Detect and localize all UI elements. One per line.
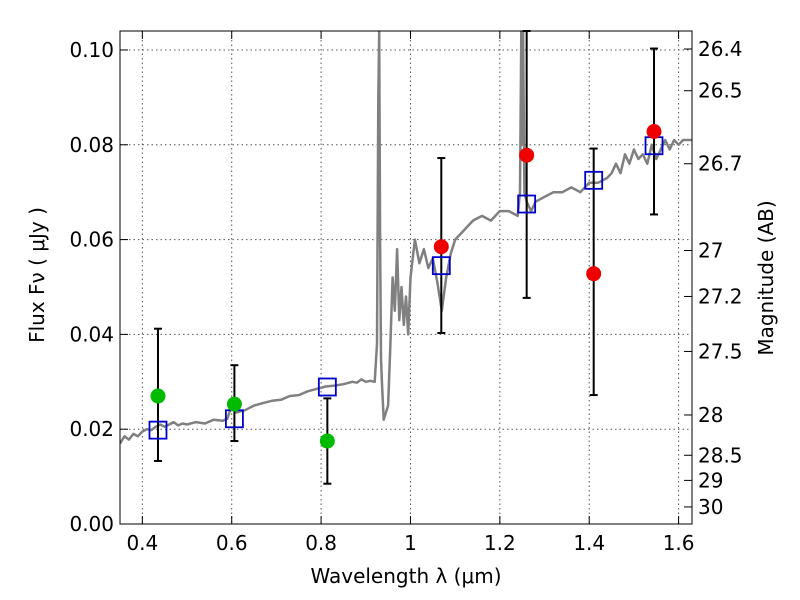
x-tick-label: 0.6 xyxy=(216,531,248,555)
model-band-flux-square xyxy=(431,256,451,276)
x-tick-label: 1.6 xyxy=(663,531,695,555)
grid-layer xyxy=(120,31,692,524)
y-tick-label: 0.02 xyxy=(69,417,114,441)
x-axis-label: Wavelength λ (μm) xyxy=(310,564,501,588)
model-band-flux-square xyxy=(317,377,337,397)
right-tick-label: 28.5 xyxy=(698,443,743,467)
right-tick-label: 27.5 xyxy=(698,339,743,363)
red-flux-point xyxy=(586,266,602,282)
y-tick-label: 0.08 xyxy=(69,133,114,157)
red-flux-point xyxy=(519,147,535,163)
x-tick-label: 1.4 xyxy=(573,531,605,555)
right-tick-label: 27 xyxy=(698,238,723,262)
right-tick-label: 27.2 xyxy=(698,284,743,308)
right-axis-label: Magnitude (AB) xyxy=(754,200,778,355)
right-tick-label: 28 xyxy=(698,403,723,427)
right-tick-label: 26.5 xyxy=(698,79,743,103)
model-spectrum-line xyxy=(120,31,692,445)
y-axis-label: Flux Fν ( μJy ) xyxy=(25,207,49,343)
model-band-flux-square xyxy=(584,170,604,190)
x-tick-label: 1.2 xyxy=(484,531,516,555)
y-tick-label: 0.06 xyxy=(69,228,114,252)
model-band-flux-square xyxy=(148,420,168,440)
x-tick-label: 0.8 xyxy=(305,531,337,555)
observed-flux-points xyxy=(150,123,662,449)
red-flux-point xyxy=(646,123,662,139)
plot-frame xyxy=(119,30,693,525)
y-tick-label: 0.10 xyxy=(69,38,114,62)
green-flux-point xyxy=(226,396,242,412)
x-tick-label: 1 xyxy=(404,531,417,555)
right-tick-label: 26.4 xyxy=(698,37,743,61)
right-tick-label: 29 xyxy=(698,468,723,492)
x-tick-label: 0.4 xyxy=(126,531,158,555)
spectrum-layer xyxy=(120,31,692,445)
green-flux-point xyxy=(150,388,166,404)
right-tick-label: 30 xyxy=(698,495,723,519)
right-tick-label: 26.7 xyxy=(698,152,743,176)
y-tick-label: 0.00 xyxy=(69,512,114,536)
red-flux-point xyxy=(433,239,449,255)
y-tick-label: 0.04 xyxy=(69,322,114,346)
green-flux-point xyxy=(319,433,335,449)
tick-layer: 0.4 0.6 0.8 1 1.2 1.4 1.6 0.00 0.02 0.04 0.06 0.08 0… xyxy=(69,31,743,555)
model-band-flux-square xyxy=(517,194,537,214)
